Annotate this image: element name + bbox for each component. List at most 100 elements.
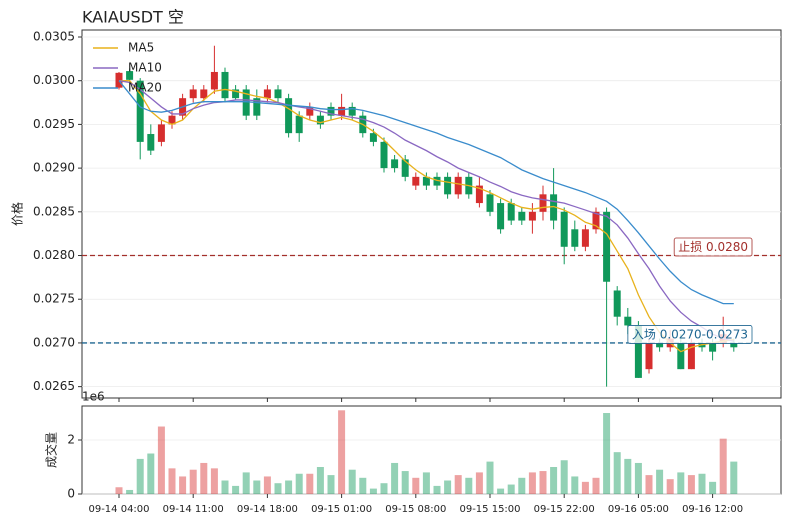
candle-body [539, 194, 547, 212]
volume-bar [422, 472, 430, 494]
candle-body [147, 134, 155, 151]
volume-bar [454, 475, 462, 494]
volume-bar [719, 438, 727, 494]
candle-body [433, 176, 441, 186]
volume-bar [603, 413, 611, 494]
volume-bar [592, 477, 600, 494]
volume-bar [539, 471, 547, 494]
x-tick-label: 09-15 15:00 [459, 504, 520, 515]
reference-label-box [673, 237, 753, 257]
volume-bar [709, 481, 717, 494]
x-tick-label: 09-15 08:00 [385, 504, 446, 515]
volume-bar [147, 453, 155, 494]
candle-body [603, 211, 611, 282]
volume-bar [412, 477, 420, 494]
volume-bar [295, 473, 303, 494]
volume-bar [348, 469, 356, 494]
y-tick-label: 0.0265 [33, 379, 75, 393]
volume-bar [634, 462, 642, 494]
candle-body [200, 89, 208, 99]
candle-body [422, 176, 430, 186]
y-tick-label: 0.0300 [33, 73, 75, 87]
volume-bar [115, 487, 123, 494]
candle-body [709, 342, 717, 352]
candle-body [391, 159, 399, 169]
volume-bar [433, 485, 441, 494]
candle-body [475, 185, 483, 204]
volume-bar [380, 483, 388, 494]
candle-body [242, 89, 250, 116]
volume-bar [624, 458, 632, 494]
candle-body [136, 80, 144, 142]
candle-body [380, 141, 388, 169]
x-tick-label: 09-15 22:00 [534, 504, 595, 515]
candle-body [157, 124, 165, 142]
y-tick-label: 0.0270 [33, 335, 75, 349]
y-tick-label: 0.0275 [33, 292, 75, 306]
volume-bar [528, 472, 536, 494]
candle-body [274, 89, 282, 99]
x-tick-label: 09-16 05:00 [608, 504, 669, 515]
x-tick-label: 09-14 18:00 [237, 504, 298, 515]
volume-bar [221, 480, 229, 494]
candle-body [295, 115, 303, 134]
volume-bar [338, 410, 346, 494]
volume-bar [126, 489, 134, 494]
candle-body [486, 194, 494, 212]
candle-body [645, 342, 653, 370]
candle-body [189, 89, 197, 99]
candle-body [454, 176, 462, 195]
volume-bar [666, 479, 674, 494]
x-tick-label: 09-14 11:00 [163, 504, 224, 515]
volume-bar [613, 452, 621, 494]
candle-body [221, 71, 229, 99]
reference-label: 入场 0.0270-0.0273 [632, 327, 748, 341]
volume-bar [179, 476, 187, 494]
volume-bar [497, 488, 505, 494]
candle-body [656, 342, 664, 348]
volume-bar [369, 488, 377, 494]
volume-bar [656, 469, 664, 494]
y-tick-label: 2 [67, 433, 75, 447]
candle-body [285, 98, 293, 134]
candle-body [528, 211, 536, 221]
volume-bar [274, 483, 282, 494]
volume-bar [210, 468, 218, 494]
volume-offset-label: 1e6 [82, 390, 105, 404]
volume-bar [401, 471, 409, 494]
reference-label-box [627, 325, 753, 344]
candle-body [126, 71, 134, 80]
volume-bar [157, 426, 165, 494]
candle-body [338, 106, 346, 116]
candle-body [306, 106, 314, 116]
y-tick-label: 0.0280 [33, 248, 75, 262]
volume-bar [391, 462, 399, 494]
candle-body [497, 203, 505, 230]
candle-body [348, 106, 356, 116]
y-axis-label: 价格 [10, 202, 25, 226]
candle-body [210, 71, 218, 90]
volume-bar [306, 473, 314, 494]
volume-bar [327, 475, 335, 494]
legend-label: MA5 [128, 41, 154, 55]
volume-bar [242, 472, 250, 494]
y-tick-label: 0.0295 [33, 117, 75, 131]
candle-body [677, 342, 685, 370]
volume-bar [168, 468, 176, 494]
candle-body [581, 229, 589, 247]
candle-body [730, 342, 738, 348]
volume-bar [518, 477, 526, 494]
chart-title: KAIAUSDT 空 [82, 8, 184, 27]
volume-bar [560, 460, 568, 494]
volume-bar [232, 485, 240, 494]
volume-bar [581, 481, 589, 494]
legend-label: MA20 [128, 81, 162, 95]
volume-bar [645, 475, 653, 494]
y-tick-label: 0 [67, 487, 75, 501]
candle-body [232, 89, 240, 99]
candle-body [444, 176, 452, 195]
volume-bar [263, 476, 271, 494]
x-tick-label: 09-14 04:00 [88, 504, 149, 515]
